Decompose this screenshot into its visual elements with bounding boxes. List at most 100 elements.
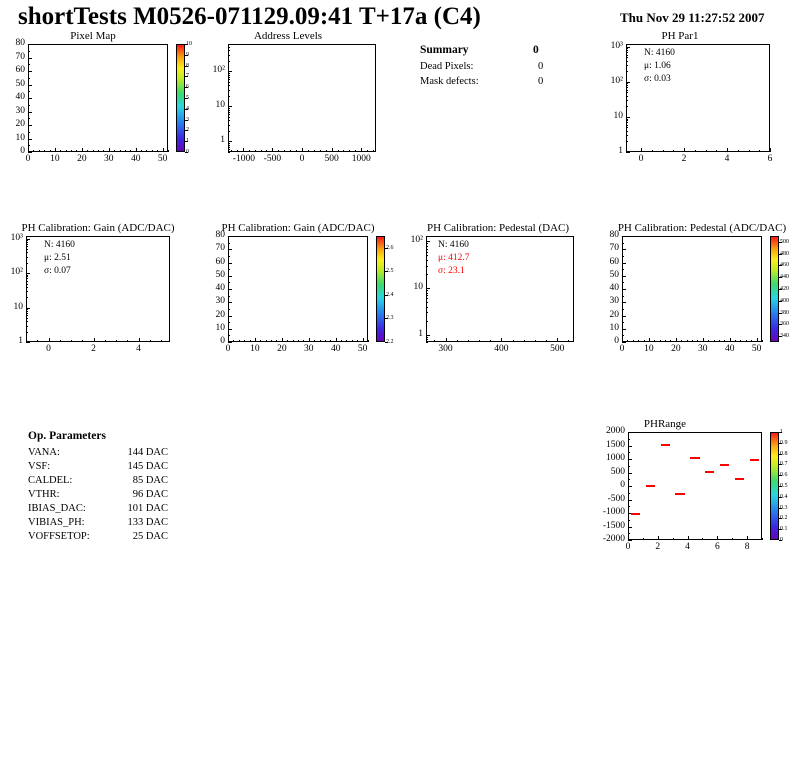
axis-tick-minor [87, 150, 89, 152]
colorbar-label: 400 [780, 297, 789, 304]
axis-tick-minor [98, 150, 99, 152]
axis-tick [362, 338, 364, 342]
axis-tick [228, 275, 232, 277]
axis-tick [81, 148, 83, 152]
pedestal-map-pad: PH Calibration: Pedestal (ADC/DAC) 0 10 20… [600, 222, 796, 362]
axis-tick [28, 125, 32, 126]
axis-tick [641, 148, 643, 152]
address-levels-frame [228, 44, 376, 152]
axis-tick-minor [426, 298, 428, 300]
axis-label-y: 10 [215, 100, 226, 111]
op-parameters-key: VANA: [28, 447, 60, 458]
axis-tick-minor [228, 111, 230, 113]
axis-tick-minor [26, 249, 28, 251]
op-parameters-heading: Op. Parameters [28, 430, 106, 442]
axis-label-x: 500 [550, 344, 565, 354]
axis-label-y: -500 [607, 493, 625, 504]
colorbar-tick [779, 529, 782, 531]
axis-tick [622, 289, 626, 290]
axis-tick-minor [228, 146, 230, 148]
axis-tick-minor [319, 340, 321, 342]
summary-block: Summary 0 Dead Pixels: 0 Mask defects: 0 [400, 36, 590, 106]
axis-tick-minor [643, 340, 645, 342]
summary-row-value: 0 [538, 61, 544, 72]
axis-label-x: 0 [625, 542, 631, 552]
axis-tick-minor [534, 340, 536, 342]
pedestal-map-frame [622, 236, 762, 342]
colorbar-tick [779, 475, 782, 477]
axis-tick-minor [161, 340, 162, 342]
ph-par1-stat-n: N: 4160 [644, 48, 675, 58]
axis-label-y: 10 [609, 322, 620, 333]
colorbar-tick [779, 336, 782, 338]
axis-tick-minor [228, 79, 230, 81]
pixel-map-colorbar [176, 44, 185, 152]
colorbar-tick [185, 44, 188, 45]
summary-heading: Summary [420, 44, 469, 56]
axis-tick-minor [260, 150, 262, 152]
axis-tick-minor [740, 340, 742, 342]
axis-tick-minor [116, 340, 117, 342]
axis-tick-minor [622, 269, 624, 271]
axis-tick-minor [119, 150, 121, 152]
axis-tick [228, 289, 232, 290]
axis-tick-minor [28, 145, 30, 147]
axis-label-x: 30 [698, 344, 708, 354]
colorbar-tick [185, 119, 188, 121]
axis-tick [626, 116, 630, 118]
ph-range-colorbar [770, 432, 779, 540]
axis-tick-minor [228, 85, 230, 87]
axis-tick-minor [622, 295, 624, 297]
axis-tick-minor [130, 150, 132, 152]
axis-tick-minor [638, 340, 640, 342]
axis-tick-minor [735, 340, 737, 342]
axis-tick-minor [296, 150, 298, 152]
pedestal-map-title: PH Calibration: Pedestal (ADC/DAC) [617, 222, 787, 234]
colorbar-tick [779, 442, 782, 444]
gain-map-frame [228, 236, 368, 342]
axis-tick [54, 148, 56, 152]
axis-tick-minor [355, 150, 357, 152]
pixel-map-frame [28, 44, 168, 152]
axis-tick [26, 238, 30, 240]
axis-tick-minor [71, 150, 73, 152]
colorbar-label: 0.2 [780, 515, 788, 522]
pedestal-hist-stat-mu: μ: 412.7 [438, 253, 470, 263]
axis-tick [628, 513, 632, 514]
pedestal-hist-stat-sigma: σ: 23.1 [438, 266, 465, 276]
summary-heading-value: 0 [533, 44, 539, 56]
axis-tick-minor [434, 340, 436, 342]
axis-tick [28, 148, 29, 152]
axis-tick [26, 342, 30, 343]
ph-range-segment [645, 484, 655, 487]
axis-tick-minor [626, 135, 628, 137]
axis-tick-minor [168, 150, 169, 152]
axis-tick-minor [265, 340, 267, 342]
colorbar-tick [779, 277, 782, 279]
axis-tick-minor [626, 71, 628, 73]
axis-tick-minor [228, 81, 230, 83]
axis-tick-minor [38, 150, 40, 152]
axis-tick [628, 472, 632, 474]
page-date: Thu Nov 29 11:27:52 2007 [620, 10, 765, 25]
axis-tick-minor [626, 48, 628, 50]
axis-tick-minor [628, 479, 630, 481]
axis-tick-minor [716, 150, 718, 152]
colorbar-label: 0 [780, 537, 783, 543]
axis-tick-minor [37, 340, 39, 342]
axis-label-y: 40 [215, 283, 226, 293]
axis-label-x: 4 [685, 542, 690, 552]
axis-tick [622, 236, 626, 237]
axis-tick [228, 302, 232, 304]
axis-tick [281, 338, 283, 342]
colorbar-tick [385, 271, 388, 273]
axis-label-x: 0 [299, 154, 305, 164]
colorbar-label: 0.8 [780, 450, 788, 457]
colorbar-label: 7 [186, 73, 189, 80]
axis-label-y: 50 [215, 269, 226, 280]
axis-label-y: 10 [15, 132, 26, 143]
axis-tick [426, 288, 430, 290]
colorbar-tick [185, 108, 188, 110]
axis-tick-minor [673, 150, 675, 152]
axis-tick-minor [228, 50, 230, 52]
